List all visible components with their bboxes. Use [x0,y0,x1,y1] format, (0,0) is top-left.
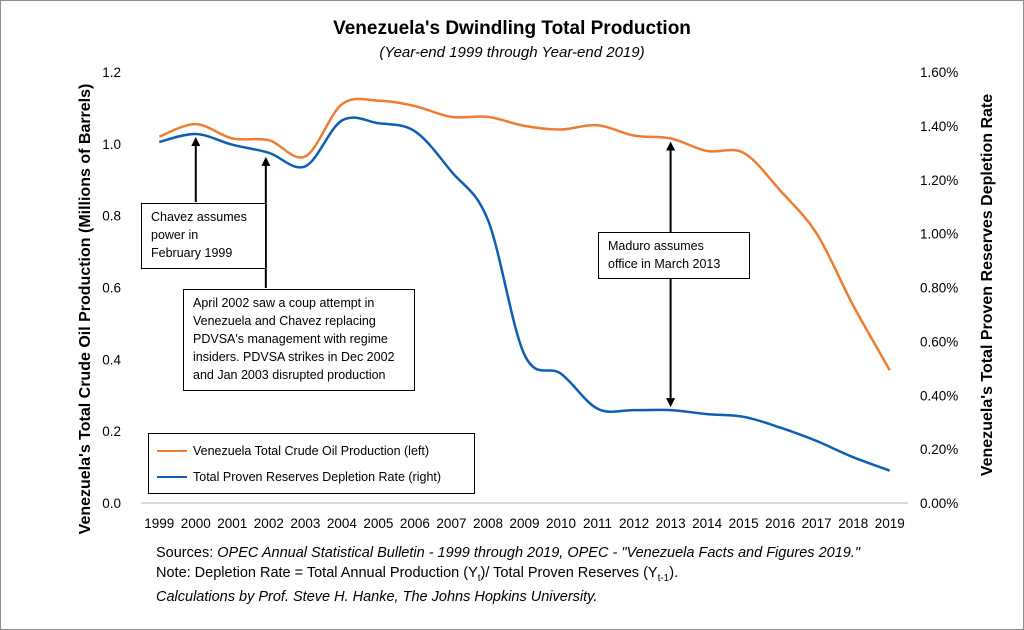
x-tick-label: 2017 [802,516,832,531]
annotation-line: April 2002 saw a coup attempt in [193,296,375,310]
series-line-production [158,97,891,371]
note-text: )/ Total Proven Reserves (Y [480,564,658,581]
x-tick-label: 2010 [546,516,576,531]
annotation-maduro: Maduro assumes office in March 2013 [598,232,750,279]
note-subscript: t-1 [657,572,670,584]
x-tick-label: 2019 [875,516,905,531]
right-y-tick-labels: 0.00% 0.20% 0.40% 0.60% 0.80% 1.00% 1.20% 1.40%… [920,65,958,511]
left-y-tick-label: 0.2 [102,424,121,439]
annotation-chavez: Chavez assumes power in February 1999 [141,203,266,269]
annotation-line: PDVSA's management with regime [193,332,388,346]
left-y-tick-labels: 0.0 0.2 0.4 0.6 0.8 1.0 1.2 [102,65,121,511]
annotation-line: power in [151,228,199,242]
right-y-tick-label: 0.20% [920,442,958,457]
x-tick-label: 2014 [692,516,723,531]
left-y-tick-label: 0.0 [102,496,121,511]
sources-prefix: Sources: [156,545,214,561]
sources-citation: OPEC Annual Statistical Bulletin - 1999 … [217,545,861,561]
annotation-line: Maduro assumes [608,239,704,253]
chart-title: Venezuela's Dwindling Total Production [333,18,691,39]
note-text: Note: Depletion Rate = Total Annual Prod… [156,564,478,581]
annotation-line: Venezuela and Chavez replacing [193,314,376,328]
annotation-line: office in March 2013 [608,257,721,271]
x-tick-label: 2015 [729,516,759,531]
right-y-tick-label: 0.60% [920,334,958,349]
annotation-line: and Jan 2003 disrupted production [193,368,386,382]
left-y-tick-label: 0.8 [102,209,121,224]
left-y-tick-label: 0.6 [102,281,121,296]
annotation-coup: April 2002 saw a coup attempt in Venezue… [183,289,415,391]
legend-swatch-depletion [157,476,187,478]
x-tick-label: 2018 [838,516,868,531]
x-tick-label: 1999 [144,516,174,531]
x-tick-label: 2001 [217,516,247,531]
right-y-tick-label: 1.00% [920,227,958,242]
right-y-tick-label: 0.40% [920,388,958,403]
x-tick-label: 2003 [290,516,320,531]
x-tick-label: 2007 [436,516,466,531]
x-tick-label: 2006 [400,516,430,531]
x-tick-label: 2016 [765,516,795,531]
left-y-tick-label: 1.0 [102,137,121,152]
legend-label-depletion: Total Proven Reserves Depletion Rate (ri… [193,470,442,484]
x-tick-label: 2002 [254,516,284,531]
left-y-tick-label: 1.2 [102,65,121,80]
right-y-tick-label: 0.80% [920,281,958,296]
x-tick-label: 2013 [656,516,686,531]
annotation-line: insiders. PDVSA strikes in Dec 2002 [193,350,395,364]
arrow-chavez [191,136,201,202]
legend: Venezuela Total Crude Oil Production (le… [148,433,475,494]
x-tick-label: 2004 [327,516,358,531]
note-line: Note: Depletion Rate = Total Annual Prod… [156,564,860,588]
series-lines [158,97,891,472]
credit-line: Calculations by Prof. Steve H. Hanke, Th… [156,588,860,608]
note-text: ). [669,564,679,581]
legend-swatch-production [157,450,187,452]
x-tick-label: 2011 [583,516,612,531]
right-y-tick-label: 1.40% [920,119,958,134]
legend-label-production: Venezuela Total Crude Oil Production (le… [193,444,430,458]
right-y-tick-label: 1.60% [920,65,958,80]
x-tick-label: 2000 [181,516,211,531]
right-y-tick-label: 0.00% [920,496,958,511]
right-y-tick-label: 1.20% [920,173,958,188]
legend-item-depletion: Total Proven Reserves Depletion Rate (ri… [157,464,466,490]
annotation-line: Chavez assumes [151,210,247,224]
x-tick-label: 2008 [473,516,503,531]
x-tick-labels: 1999 2000 2001 2002 2003 2004 2005 2006 2007 2008… [144,516,905,531]
annotation-line: February 1999 [151,246,233,260]
chart-subtitle: (Year-end 1999 through Year-end 2019) [379,44,644,61]
x-tick-label: 2009 [509,516,539,531]
x-tick-label: 2005 [363,516,393,531]
x-tick-label: 2012 [619,516,649,531]
series-line-depletion [158,116,891,472]
left-y-tick-label: 0.4 [102,352,121,367]
credit-text: Calculations by Prof. Steve H. Hanke, Th… [156,588,598,605]
legend-item-production: Venezuela Total Crude Oil Production (le… [157,438,466,464]
right-y-axis-label: Venezuela's Total Proven Reserves Deplet… [979,94,996,476]
sources-line: Sources: OPEC Annual Statistical Bulleti… [156,544,860,564]
sources-note: Sources: OPEC Annual Statistical Bulleti… [156,544,860,607]
left-y-axis-label: Venezuela's Total Crude Oil Production (… [77,84,94,535]
note-subscript: t [477,572,481,584]
